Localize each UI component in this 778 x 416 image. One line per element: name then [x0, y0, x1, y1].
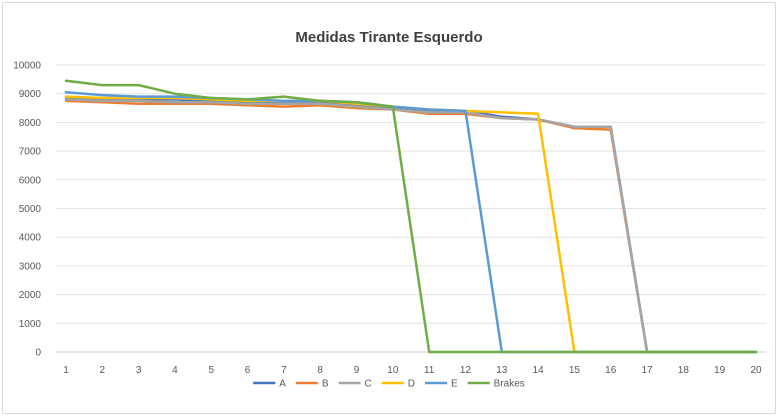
series-line-brakes	[64, 79, 758, 354]
legend-label: B	[322, 379, 329, 390]
legend-label: Brakes	[494, 379, 525, 390]
x-tick-label: 19	[714, 365, 726, 376]
x-tick-label: 14	[533, 365, 545, 376]
legend: A B C D E Brakes	[253, 379, 525, 390]
x-tick-label: 2	[100, 365, 106, 376]
x-tick-label: 7	[281, 365, 287, 376]
chart-title: Medidas Tirante Esquerdo	[295, 29, 482, 46]
x-tick-label: 4	[172, 365, 178, 376]
y-tick-label: 9000	[19, 89, 42, 100]
x-tick-label: 20	[750, 365, 762, 376]
x-tick-label: 12	[460, 365, 472, 376]
x-tick-label: 3	[136, 365, 142, 376]
legend-item-d: D	[381, 379, 415, 390]
legend-item-b: B	[295, 379, 329, 390]
x-tick-label: 10	[387, 365, 399, 376]
x-tick-label: 9	[354, 365, 360, 376]
y-tick-label: 6000	[19, 175, 42, 186]
y-tick-label: 3000	[19, 261, 42, 272]
x-tick-label: 8	[317, 365, 323, 376]
y-tick-label: 0	[35, 348, 41, 359]
legend-label: D	[408, 379, 415, 390]
legend-label: A	[279, 379, 286, 390]
y-tick-label: 1000	[19, 319, 42, 330]
y-tick-label: 4000	[19, 233, 42, 244]
legend-item-c: C	[338, 379, 372, 390]
x-tick-label: 17	[641, 365, 653, 376]
series-lines	[64, 79, 758, 354]
axes: 0 1000 2000 3000 4000 5000 6000 7000 8000 9000 100…	[13, 61, 766, 376]
x-tick-label: 11	[424, 365, 435, 376]
line-chart: Medidas Tirante Esquerdo 0 1000 2000 3000 40…	[13, 29, 766, 390]
legend-item-e: E	[425, 379, 458, 390]
x-tick-label: 6	[245, 365, 251, 376]
legend-item-brakes: Brakes	[467, 379, 525, 390]
y-tick-label: 10000	[13, 61, 41, 72]
gridlines	[56, 64, 766, 324]
x-tick-label: 13	[496, 365, 508, 376]
x-tick-label: 15	[569, 365, 581, 376]
legend-label: C	[365, 379, 372, 390]
x-tick-label: 1	[63, 365, 69, 376]
y-tick-label: 8000	[19, 118, 42, 129]
x-tick-label: 16	[605, 365, 617, 376]
legend-label: E	[451, 379, 458, 390]
x-tick-label: 5	[208, 365, 214, 376]
x-tick-label: 18	[678, 365, 690, 376]
series-line-c	[64, 98, 758, 354]
legend-item-a: A	[253, 379, 286, 390]
y-tick-label: 2000	[19, 290, 42, 301]
y-tick-label: 5000	[19, 204, 42, 215]
y-tick-label: 7000	[19, 147, 42, 158]
